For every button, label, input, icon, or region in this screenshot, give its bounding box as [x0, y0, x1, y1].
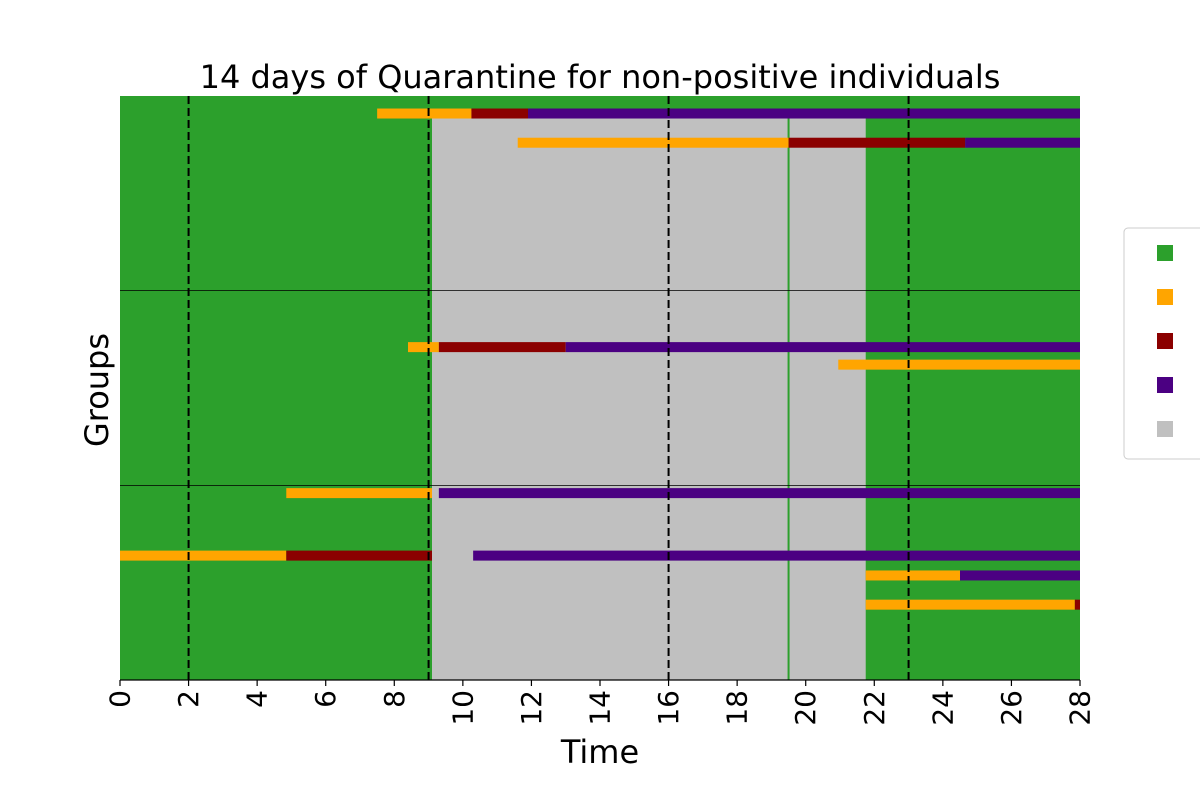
segment-exposed	[408, 342, 439, 353]
legend	[1123, 227, 1200, 460]
segment-removed	[960, 570, 1080, 581]
segment-removed	[528, 108, 1080, 119]
x-tick-label: 26	[995, 690, 1028, 726]
x-tick-label: 6	[309, 690, 342, 708]
segment-exposed	[120, 550, 287, 561]
x-tick-label: 22	[858, 690, 891, 726]
group-separators	[120, 290, 1080, 486]
rows-layer	[120, 108, 1081, 610]
segment-removed	[473, 550, 1081, 561]
x-tick-label: 10	[446, 690, 479, 726]
chart-title: 14 days of Quarantine for non-positive i…	[200, 58, 1001, 96]
x-axis: 0 2 4 6 8 10 12 14 16 18 20 22 24 26 28	[104, 679, 1097, 726]
segment-exposed	[286, 488, 432, 499]
y-axis-label: Groups	[78, 333, 116, 447]
x-tick-label: 4	[241, 690, 274, 708]
x-tick-label: 16	[652, 690, 685, 726]
x-tick-label: 20	[789, 690, 822, 726]
segment-infectious	[438, 342, 566, 353]
segment-exposed	[517, 137, 789, 148]
legend-swatch-quarantine	[1157, 421, 1173, 437]
segment-removed	[965, 137, 1080, 148]
segment-removed	[565, 342, 1080, 353]
x-tick-label: 28	[1064, 690, 1097, 726]
quarantine-layer	[432, 110, 866, 681]
segment-exposed	[865, 599, 1075, 610]
x-tick-label: 12	[515, 690, 548, 726]
segment-infectious	[788, 137, 966, 148]
segment-exposed	[865, 570, 960, 581]
legend-swatch-removed	[1157, 377, 1173, 393]
x-tick-label: 14	[584, 690, 617, 726]
segment-exposed	[377, 108, 472, 119]
segment-removed	[438, 488, 1080, 499]
quarantine-block	[432, 110, 866, 681]
x-tick-label: 18	[721, 690, 754, 726]
segment-infectious	[286, 550, 432, 561]
segment-exposed	[838, 359, 1080, 370]
x-axis-label: Time	[560, 733, 639, 771]
event-lines	[187, 96, 910, 680]
segment-infectious	[471, 108, 528, 119]
legend-swatch-susceptible	[1157, 245, 1173, 261]
legend-swatch-exposed	[1157, 289, 1173, 305]
x-tick-label: 8	[378, 690, 411, 708]
x-tick-label: 24	[926, 690, 959, 726]
x-tick-label: 2	[172, 690, 205, 708]
plot-area	[120, 96, 1081, 681]
segment-infectious	[1074, 599, 1080, 610]
legend-swatch-infectious	[1157, 333, 1173, 349]
x-tick-label: 0	[104, 690, 137, 708]
